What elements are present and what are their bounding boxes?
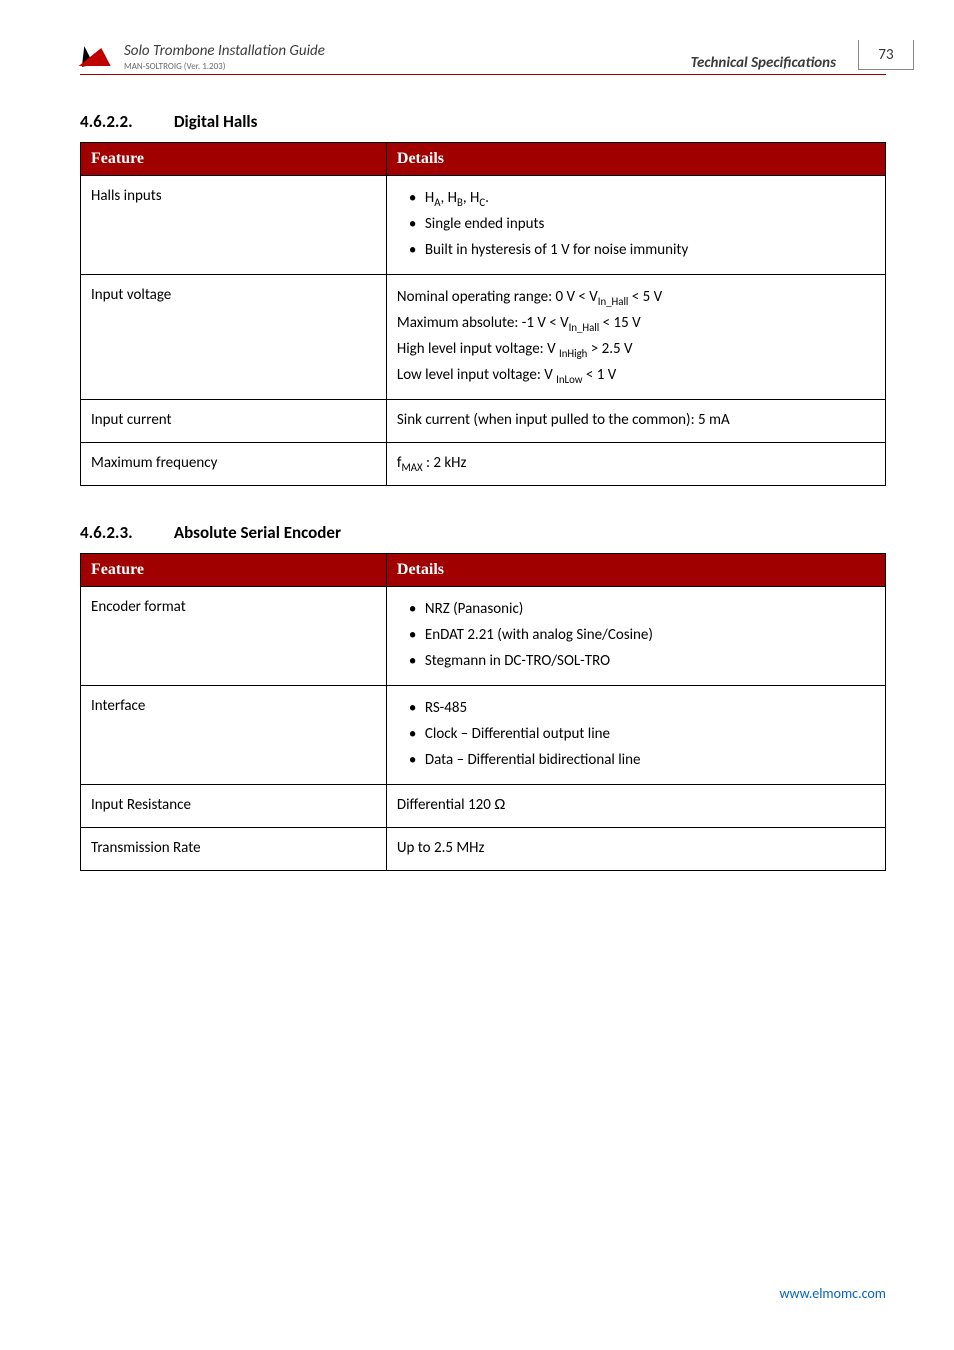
details-cell: fMAX : 2 kHz <box>386 443 885 486</box>
details-cell: Nominal operating range: 0 V < VIn_Hall … <box>386 275 885 400</box>
col-feature: Feature <box>81 554 387 587</box>
section-title: Digital Halls <box>174 111 258 132</box>
table-row: Transmission Rate Up to 2.5 MHz <box>81 828 886 871</box>
detail-line: High level input voltage: V InHigh > 2.5… <box>397 337 875 361</box>
col-feature: Feature <box>81 143 387 176</box>
table-row: Interface RS-485 Clock – Differential ou… <box>81 686 886 785</box>
details-cell: NRZ (Panasonic) EnDAT 2.21 (with analog … <box>386 587 885 686</box>
feature-cell: Encoder format <box>81 587 387 686</box>
header-left: Solo Trombone Installation Guide MAN-SOL… <box>124 42 691 72</box>
list-item: Clock – Differential output line <box>409 722 875 746</box>
details-cell: Differential 120 Ω <box>386 785 885 828</box>
section-number: 4.6.2.2. <box>80 111 170 132</box>
logo <box>80 46 118 74</box>
section-heading-digital-halls: 4.6.2.2. Digital Halls <box>80 111 886 132</box>
section-number: 4.6.2.3. <box>80 522 170 543</box>
feature-cell: Interface <box>81 686 387 785</box>
table-row: Input current Sink current (when input p… <box>81 400 886 443</box>
table-row: Maximum frequency fMAX : 2 kHz <box>81 443 886 486</box>
section-title: Absolute Serial Encoder <box>174 522 341 543</box>
list-item: Built in hysteresis of 1 V for noise imm… <box>409 238 875 262</box>
details-cell: RS-485 Clock – Differential output line … <box>386 686 885 785</box>
feature-cell: Input current <box>81 400 387 443</box>
absolute-encoder-table: Feature Details Encoder format NRZ (Pana… <box>80 553 886 871</box>
list-item: RS-485 <box>409 696 875 720</box>
detail-line: Low level input voltage: V InLow < 1 V <box>397 363 875 387</box>
list-item: Stegmann in DC-TRO/SOL-TRO <box>409 649 875 673</box>
table-row: Halls inputs HA, HB, HC. Single ended in… <box>81 176 886 275</box>
detail-line: Nominal operating range: 0 V < VIn_Hall … <box>397 285 875 309</box>
list-item: NRZ (Panasonic) <box>409 597 875 621</box>
page-header: Solo Trombone Installation Guide MAN-SOL… <box>80 42 886 75</box>
section-heading-abs-encoder: 4.6.2.3. Absolute Serial Encoder <box>80 522 886 543</box>
feature-cell: Input Resistance <box>81 785 387 828</box>
table-row: Encoder format NRZ (Panasonic) EnDAT 2.2… <box>81 587 886 686</box>
feature-cell: Halls inputs <box>81 176 387 275</box>
feature-cell: Maximum frequency <box>81 443 387 486</box>
list-item: HA, HB, HC. <box>409 186 875 210</box>
section-label: Technical Specifications <box>691 54 836 72</box>
table-row: Input voltage Nominal operating range: 0… <box>81 275 886 400</box>
details-cell: Up to 2.5 MHz <box>386 828 885 871</box>
doc-title: Solo Trombone Installation Guide <box>124 42 325 60</box>
list-item: EnDAT 2.21 (with analog Sine/Cosine) <box>409 623 875 647</box>
list-item: Single ended inputs <box>409 212 875 236</box>
list-item: Data – Differential bidirectional line <box>409 748 875 772</box>
feature-cell: Input voltage <box>81 275 387 400</box>
table-header-row: Feature Details <box>81 554 886 587</box>
page-number: 73 <box>858 40 914 70</box>
table-header-row: Feature Details <box>81 143 886 176</box>
footer-link[interactable]: www.elmomc.com <box>779 1285 886 1302</box>
table-row: Input Resistance Differential 120 Ω <box>81 785 886 828</box>
details-cell: Sink current (when input pulled to the c… <box>386 400 885 443</box>
detail-line: Maximum absolute: -1 V < VIn_Hall < 15 V <box>397 311 875 335</box>
col-details: Details <box>386 143 885 176</box>
details-cell: HA, HB, HC. Single ended inputs Built in… <box>386 176 885 275</box>
col-details: Details <box>386 554 885 587</box>
doc-version: MAN-SOLTROIG (Ver. 1.203) <box>124 61 691 72</box>
digital-halls-table: Feature Details Halls inputs HA, HB, HC.… <box>80 142 886 486</box>
feature-cell: Transmission Rate <box>81 828 387 871</box>
